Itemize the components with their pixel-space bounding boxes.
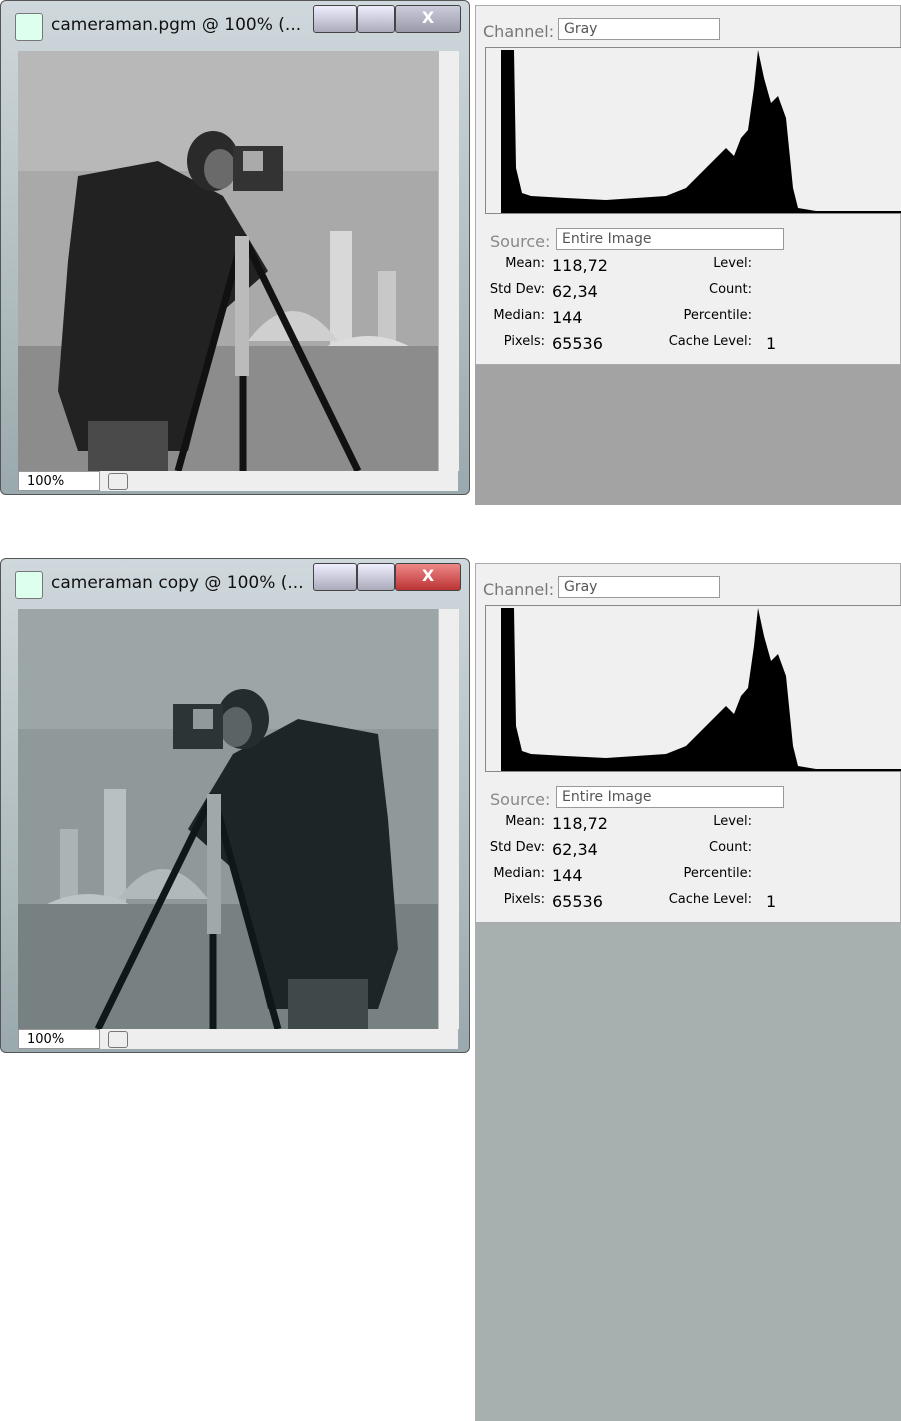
stat-label: Pixels: xyxy=(503,892,545,907)
status-menu-button[interactable] xyxy=(108,473,128,490)
minimize-button[interactable] xyxy=(313,563,357,591)
source-dropdown[interactable]: Entire Image xyxy=(556,786,784,808)
stat-value: 1 xyxy=(766,892,777,911)
image-canvas xyxy=(18,51,438,471)
stat-value: 144 xyxy=(552,866,583,885)
stat-value: 65536 xyxy=(552,892,603,911)
stat-label: Mean: xyxy=(505,814,545,829)
stat-label: Cache Level: xyxy=(668,892,752,907)
maximize-button[interactable] xyxy=(357,563,395,591)
vertical-scrollbar[interactable] xyxy=(438,609,459,1029)
stat-value: 1 xyxy=(766,334,777,353)
window-title: cameraman copy @ 100% (... xyxy=(51,573,304,593)
app-icon xyxy=(15,571,43,599)
zoom-field[interactable]: 100% xyxy=(18,471,100,491)
stat-label: Std Dev: xyxy=(489,840,545,855)
document-window: cameraman copy @ 100% (... X 100% xyxy=(0,558,470,1053)
close-button[interactable]: X xyxy=(395,5,461,33)
vertical-scrollbar[interactable] xyxy=(438,51,459,471)
stat-label: Median: xyxy=(493,866,545,881)
status-menu-button[interactable] xyxy=(108,1031,128,1048)
workspace xyxy=(475,923,901,1421)
source-dropdown[interactable]: Entire Image xyxy=(556,228,784,250)
stat-label: Pixels: xyxy=(503,334,545,349)
histogram-graph xyxy=(485,605,901,772)
channel-dropdown[interactable]: Gray xyxy=(558,18,720,40)
stat-value: 62,34 xyxy=(552,840,598,859)
channel-label: Channel: xyxy=(483,580,555,599)
stat-label: Count: xyxy=(709,840,752,855)
close-button[interactable]: X xyxy=(395,563,461,591)
stat-value: 62,34 xyxy=(552,282,598,301)
stat-value: 144 xyxy=(552,308,583,327)
stat-value: 118,72 xyxy=(552,256,608,275)
stat-value: 65536 xyxy=(552,334,603,353)
zoom-field[interactable]: 100% xyxy=(18,1029,100,1049)
maximize-button[interactable] xyxy=(357,5,395,33)
app-icon xyxy=(15,13,43,41)
stat-label: Cache Level: xyxy=(668,334,752,349)
stat-label: Level: xyxy=(713,256,752,271)
status-bar: 100% xyxy=(18,1029,458,1049)
stat-label: Percentile: xyxy=(683,308,752,323)
stat-label: Count: xyxy=(709,282,752,297)
workspace xyxy=(475,365,901,505)
histogram-graph xyxy=(485,47,901,214)
minimize-button[interactable] xyxy=(313,5,357,33)
stat-label: Mean: xyxy=(505,256,545,271)
stat-label: Percentile: xyxy=(683,866,752,881)
source-label: Source: xyxy=(490,232,551,251)
document-window: cameraman.pgm @ 100% (... X 100% xyxy=(0,0,470,495)
image-canvas xyxy=(18,609,438,1029)
stat-label: Level: xyxy=(713,814,752,829)
channel-label: Channel: xyxy=(483,22,555,41)
stat-label: Median: xyxy=(493,308,545,323)
window-title: cameraman.pgm @ 100% (... xyxy=(51,15,302,35)
source-label: Source: xyxy=(490,790,551,809)
stat-label: Std Dev: xyxy=(489,282,545,297)
stat-value: 118,72 xyxy=(552,814,608,833)
status-bar: 100% xyxy=(18,471,458,491)
channel-dropdown[interactable]: Gray xyxy=(558,576,720,598)
